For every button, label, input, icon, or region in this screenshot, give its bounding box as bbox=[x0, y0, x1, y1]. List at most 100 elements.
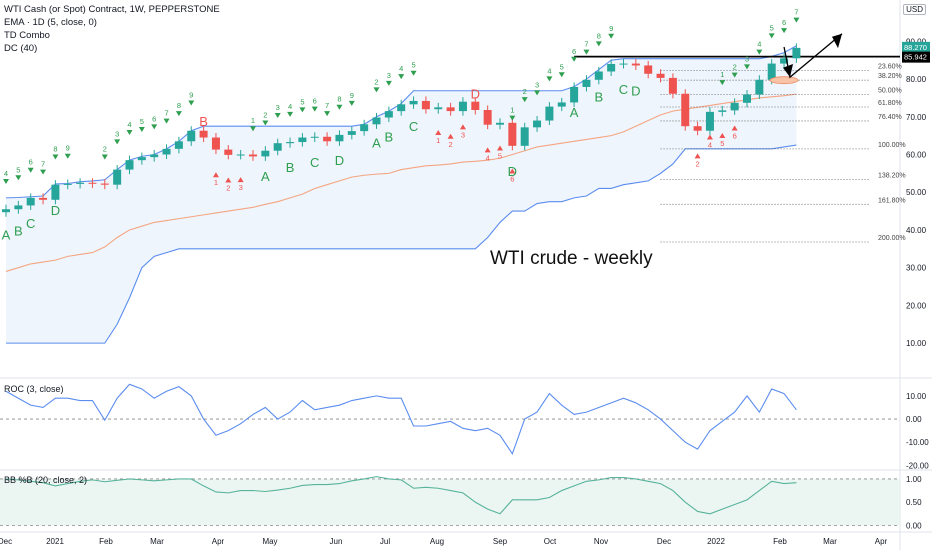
td-buy-count: 5 bbox=[720, 139, 724, 148]
arrow-head-up bbox=[832, 33, 842, 49]
roc-pane-label[interactable]: ROC (3, close) bbox=[4, 384, 64, 394]
roc-tick-label: -20.00 bbox=[906, 461, 929, 470]
td-buy-marker bbox=[212, 172, 219, 178]
time-tick-label: Apr bbox=[212, 537, 225, 546]
td-sell-count: 7 bbox=[584, 40, 588, 49]
candle-body bbox=[137, 157, 146, 161]
td-sell-count: 2 bbox=[263, 111, 267, 120]
td-sell-count: 3 bbox=[387, 71, 391, 80]
td-sell-marker bbox=[114, 139, 121, 145]
legend-symbol[interactable]: WTI Cash (or Spot) Contract, 1W, PEPPERS… bbox=[4, 4, 220, 15]
td-buy-count: 2 bbox=[449, 140, 453, 149]
td-sell-marker bbox=[410, 70, 417, 76]
td-sell-count: 2 bbox=[374, 77, 378, 86]
td-sell-marker bbox=[768, 33, 775, 39]
td-sell-marker bbox=[262, 120, 269, 126]
candle-body bbox=[730, 102, 739, 111]
roc-tick-label: -10.00 bbox=[906, 438, 929, 447]
td-combo-letter: C bbox=[26, 216, 35, 231]
candle-body bbox=[656, 73, 665, 78]
roc-line bbox=[5, 383, 797, 456]
candle-body bbox=[545, 106, 554, 121]
td-sell-marker bbox=[299, 107, 306, 113]
td-sell-marker bbox=[188, 100, 195, 106]
td-combo-letter: C bbox=[409, 119, 418, 134]
time-tick-label: Jun bbox=[330, 537, 343, 546]
candle-body bbox=[533, 120, 542, 128]
legend-ema[interactable]: EMA · 1D (5, close, 0) bbox=[4, 17, 97, 28]
time-tick-label: 2022 bbox=[707, 537, 725, 546]
candle-body bbox=[199, 130, 208, 138]
candle-body bbox=[384, 111, 393, 118]
roc-tick-label: 0.00 bbox=[906, 415, 922, 424]
fib-level-label: 100.00% bbox=[878, 142, 906, 149]
td-sell-marker bbox=[27, 167, 34, 173]
legend-dc[interactable]: DC (40) bbox=[4, 43, 38, 54]
td-sell-count: 8 bbox=[177, 101, 181, 110]
td-buy-count: 3 bbox=[239, 183, 243, 192]
td-sell-count: 5 bbox=[770, 23, 774, 32]
time-tick-label: Nov bbox=[594, 537, 608, 546]
currency-badge[interactable]: USD bbox=[903, 4, 926, 15]
td-sell-count: 6 bbox=[313, 97, 317, 106]
candle-body bbox=[162, 148, 171, 155]
candle-body bbox=[767, 63, 776, 80]
td-sell-count: 5 bbox=[560, 62, 564, 71]
td-sell-marker bbox=[324, 111, 331, 117]
td-sell-count: 4 bbox=[757, 40, 761, 49]
candle-body bbox=[88, 182, 97, 184]
td-sell-count: 2 bbox=[103, 145, 107, 154]
td-sell-marker bbox=[744, 64, 750, 70]
time-tick-label: May bbox=[262, 537, 277, 546]
candle-body bbox=[434, 107, 443, 110]
last-price-value: 88.270 bbox=[904, 43, 927, 52]
td-sell-count: 9 bbox=[66, 144, 70, 153]
legend-td[interactable]: TD Combo bbox=[4, 30, 50, 41]
chart-legend: WTI Cash (or Spot) Contract, 1W, PEPPERS… bbox=[4, 3, 220, 55]
candle-body bbox=[125, 160, 134, 170]
candle-body bbox=[743, 94, 751, 103]
candle-body bbox=[63, 183, 72, 185]
candle-body bbox=[113, 169, 122, 185]
time-tick-label: Mar bbox=[150, 537, 164, 546]
td-sell-count: 1 bbox=[251, 116, 255, 125]
bb-pane-label[interactable]: BB %B (20, close, 2) bbox=[4, 475, 88, 485]
fib-level-label: 23.60% bbox=[878, 63, 902, 70]
candle-body bbox=[76, 182, 85, 184]
td-sell-count: 9 bbox=[609, 24, 613, 33]
td-buy-marker bbox=[459, 124, 466, 130]
donchian-lower-line bbox=[6, 144, 797, 344]
td-sell-marker bbox=[175, 111, 182, 117]
target-zone-ellipse bbox=[769, 76, 799, 85]
chart-annotation: WTI crude - weekly bbox=[490, 248, 653, 269]
td-sell-count: 1 bbox=[720, 70, 724, 79]
td-sell-marker bbox=[348, 100, 355, 106]
td-sell-count: 6 bbox=[29, 158, 33, 167]
time-tick-label: Dec bbox=[657, 537, 671, 546]
td-buy-marker bbox=[731, 125, 738, 131]
td-buy-marker bbox=[435, 129, 442, 135]
candle-body bbox=[668, 77, 677, 94]
price-tick-label: 40.00 bbox=[906, 226, 927, 235]
td-sell-marker bbox=[731, 72, 738, 78]
td-sell-count: 3 bbox=[115, 129, 119, 138]
arrow-head-down bbox=[783, 63, 793, 78]
td-combo-letter: B bbox=[14, 224, 23, 239]
price-tick-label: 20.00 bbox=[906, 301, 927, 310]
td-sell-count: 7 bbox=[325, 101, 329, 110]
td-buy-count: 2 bbox=[696, 159, 700, 168]
td-sell-marker bbox=[398, 74, 405, 80]
time-tick-label: Oct bbox=[544, 537, 557, 546]
td-buy-count: 4 bbox=[708, 141, 712, 150]
candle-body bbox=[211, 137, 220, 150]
td-sell-count: 7 bbox=[164, 109, 168, 118]
candle-body bbox=[39, 197, 48, 200]
td-sell-count: 9 bbox=[189, 91, 193, 100]
candle-body bbox=[347, 131, 356, 135]
candle-body bbox=[483, 109, 492, 125]
td-combo-letter: D bbox=[508, 164, 517, 179]
td-sell-marker bbox=[534, 90, 541, 96]
td-buy-marker bbox=[719, 132, 726, 138]
time-tick-label: Apr bbox=[875, 537, 888, 546]
